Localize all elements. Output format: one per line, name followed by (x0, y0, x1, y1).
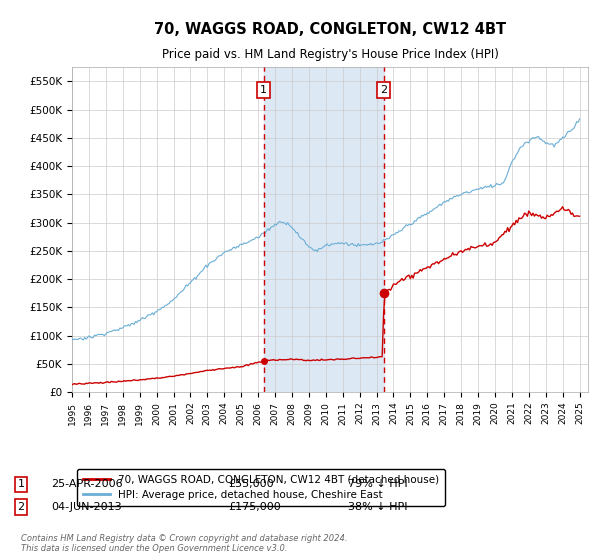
Text: 38% ↓ HPI: 38% ↓ HPI (348, 502, 407, 512)
Bar (263, 67, 383, 392)
Text: £175,000: £175,000 (228, 502, 281, 512)
Text: 2: 2 (380, 85, 387, 95)
Text: 1: 1 (17, 479, 25, 489)
Legend: 70, WAGGS ROAD, CONGLETON, CW12 4BT (detached house), HPI: Average price, detach: 70, WAGGS ROAD, CONGLETON, CW12 4BT (det… (77, 469, 445, 506)
Text: 25-APR-2006: 25-APR-2006 (51, 479, 122, 489)
Text: Contains HM Land Registry data © Crown copyright and database right 2024.
This d: Contains HM Land Registry data © Crown c… (21, 534, 347, 553)
Text: Price paid vs. HM Land Registry's House Price Index (HPI): Price paid vs. HM Land Registry's House … (161, 48, 499, 60)
Text: 70, WAGGS ROAD, CONGLETON, CW12 4BT: 70, WAGGS ROAD, CONGLETON, CW12 4BT (154, 22, 506, 38)
Text: £55,000: £55,000 (228, 479, 274, 489)
Text: 1: 1 (260, 85, 267, 95)
Text: 2: 2 (17, 502, 25, 512)
Text: 79% ↓ HPI: 79% ↓ HPI (348, 479, 407, 489)
Text: 04-JUN-2013: 04-JUN-2013 (51, 502, 122, 512)
